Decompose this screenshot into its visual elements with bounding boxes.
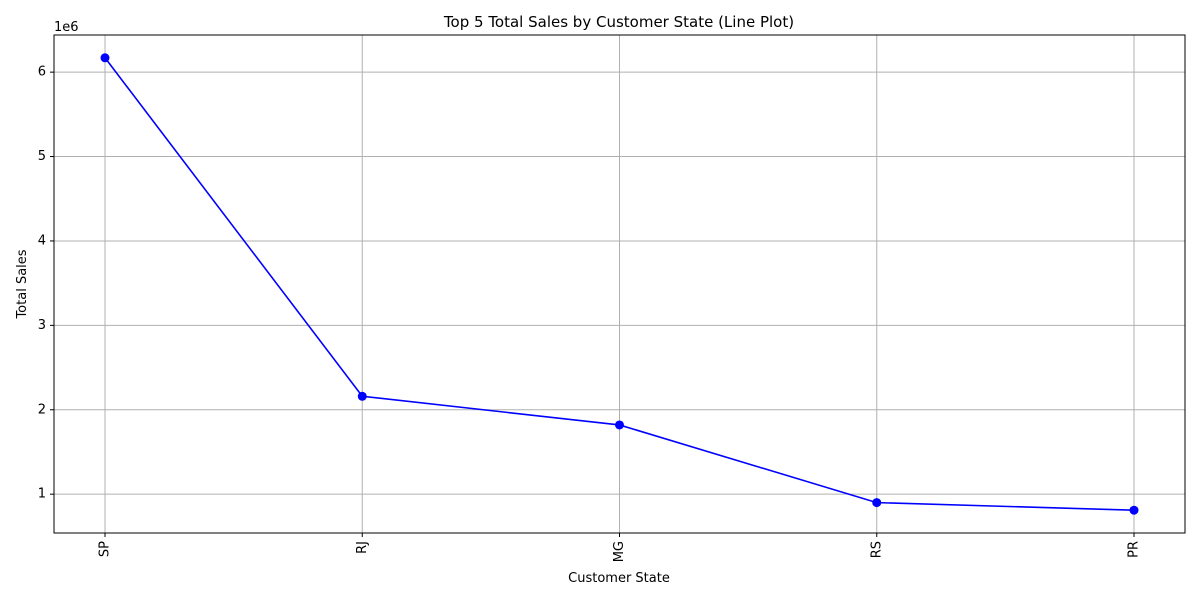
grid bbox=[54, 35, 1185, 533]
y-tick-label: 4 bbox=[38, 233, 46, 248]
data-point-pr bbox=[1129, 505, 1139, 515]
y-tick-label: 1 bbox=[38, 487, 46, 502]
chart-title: Top 5 Total Sales by Customer State (Lin… bbox=[443, 13, 794, 31]
data-point-rj bbox=[357, 391, 367, 401]
y-tick-label: 5 bbox=[38, 149, 46, 164]
y-tick-label: 6 bbox=[38, 65, 46, 80]
y-axis-label: Total Sales bbox=[15, 249, 30, 319]
x-tick-label: PR bbox=[1127, 541, 1142, 558]
y-tick-label: 2 bbox=[38, 402, 46, 417]
ticks: SP RJ MG RS PR 1 2 3 4 5 6 bbox=[38, 65, 1142, 563]
x-tick-label: RS bbox=[869, 541, 884, 558]
data-point-mg bbox=[615, 420, 624, 430]
y-axis-offset-label: 1e6 bbox=[54, 20, 79, 35]
x-axis-label: Customer State bbox=[568, 571, 670, 586]
x-tick-label: RJ bbox=[355, 541, 370, 554]
x-tick-label: SP bbox=[98, 541, 113, 557]
y-tick-label: 3 bbox=[38, 318, 46, 333]
x-tick-label: MG bbox=[612, 541, 627, 562]
data-point-sp bbox=[100, 53, 110, 63]
series bbox=[100, 53, 1139, 515]
data-point-rs bbox=[872, 498, 882, 508]
